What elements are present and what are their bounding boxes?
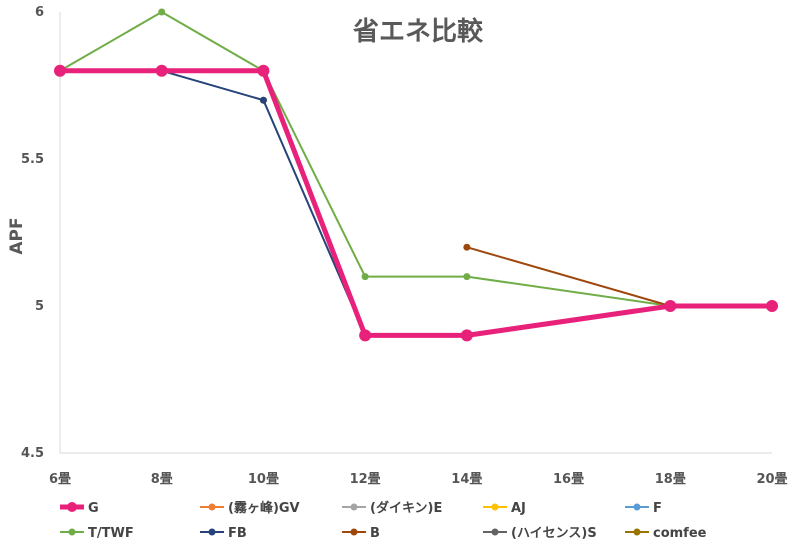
legend-label: comfee bbox=[653, 526, 707, 541]
legend-swatch-marker bbox=[67, 502, 77, 512]
data-point bbox=[259, 96, 267, 104]
legend-item: FB bbox=[200, 526, 247, 541]
legend-label: B bbox=[370, 526, 380, 541]
x-tick-label: 12畳 bbox=[350, 472, 381, 487]
legend-item: B bbox=[342, 526, 380, 541]
plot-area bbox=[54, 8, 778, 342]
legend-label: (ダイキン)E bbox=[370, 500, 442, 516]
data-point bbox=[463, 243, 471, 251]
data-point bbox=[359, 329, 372, 342]
x-tick-label: 18畳 bbox=[655, 472, 686, 487]
legend-label: FB bbox=[228, 526, 247, 541]
legend: G (霧ヶ峰)GV (ダイキン)E AJ F T/TWF FB B (ハイセンス)S comfee bbox=[60, 500, 707, 541]
legend-swatch-marker bbox=[491, 528, 499, 536]
y-tick-label: 5 bbox=[35, 299, 44, 314]
legend-swatch-marker bbox=[208, 528, 216, 536]
legend-label: (ハイセンス)S bbox=[511, 526, 597, 541]
legend-item: comfee bbox=[625, 526, 707, 541]
legend-swatch-marker bbox=[350, 503, 358, 511]
legend-item: G bbox=[60, 501, 99, 516]
data-point bbox=[158, 8, 166, 16]
x-tick-label: 10畳 bbox=[248, 472, 279, 487]
legend-label: G bbox=[88, 501, 99, 516]
legend-label: AJ bbox=[511, 501, 526, 516]
legend-swatch-marker bbox=[350, 528, 358, 536]
legend-item: T/TWF bbox=[60, 526, 134, 541]
x-tick-label: 20畳 bbox=[756, 472, 787, 487]
y-tick-label: 4.5 bbox=[21, 446, 44, 461]
legend-item: (ハイセンス)S bbox=[483, 526, 597, 541]
y-tick-labels: 4.5 5 5.5 6 bbox=[21, 5, 44, 461]
series-line bbox=[59, 11, 671, 307]
legend-item: (霧ヶ峰)GV bbox=[200, 500, 300, 516]
data-point bbox=[361, 273, 369, 281]
legend-swatch-marker bbox=[491, 503, 499, 511]
data-point bbox=[463, 273, 471, 281]
x-tick-label: 14畳 bbox=[451, 472, 482, 487]
data-point bbox=[54, 64, 66, 77]
x-tick-label: 6畳 bbox=[49, 472, 71, 487]
legend-item: F bbox=[625, 501, 662, 516]
legend-label: F bbox=[653, 501, 662, 516]
chart-title: 省エネ比較 bbox=[352, 16, 484, 47]
x-tick-label: 8畳 bbox=[151, 472, 173, 487]
y-axis-title: APF bbox=[7, 217, 27, 254]
data-point bbox=[257, 64, 270, 77]
x-tick-label: 16畳 bbox=[553, 472, 584, 487]
series-line bbox=[466, 246, 671, 307]
x-tick-labels: 6畳 8畳 10畳 12畳 14畳 16畳 18畳 20畳 bbox=[49, 472, 788, 487]
legend-swatch-marker bbox=[633, 503, 641, 511]
legend-swatch-marker bbox=[633, 528, 641, 536]
legend-item: AJ bbox=[483, 501, 526, 516]
legend-label: (霧ヶ峰)GV bbox=[228, 500, 300, 516]
data-point bbox=[155, 64, 168, 77]
legend-swatch-marker bbox=[208, 503, 216, 511]
legend-label: T/TWF bbox=[88, 526, 134, 541]
data-point bbox=[460, 329, 473, 342]
y-tick-label: 6 bbox=[35, 5, 44, 20]
y-tick-label: 5.5 bbox=[21, 152, 44, 167]
series-0 bbox=[54, 64, 778, 342]
data-point bbox=[766, 300, 778, 312]
data-point bbox=[664, 300, 677, 312]
legend-swatch-marker bbox=[68, 528, 76, 536]
legend-item: (ダイキン)E bbox=[342, 500, 442, 516]
